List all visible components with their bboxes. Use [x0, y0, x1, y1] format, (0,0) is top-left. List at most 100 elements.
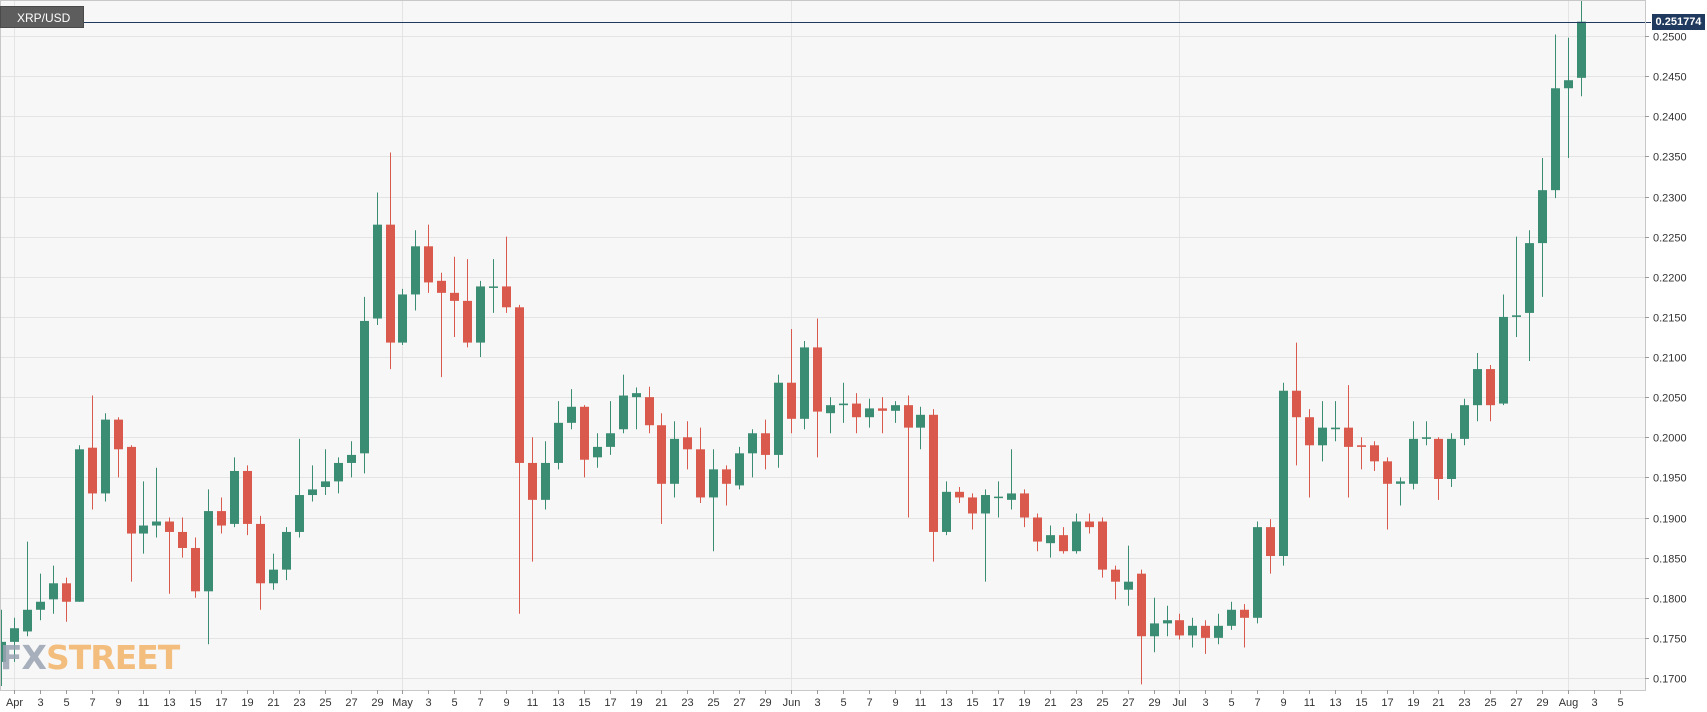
- candle: [748, 429, 757, 478]
- candle: [1240, 604, 1249, 648]
- candle: [1331, 401, 1340, 442]
- candle-body: [62, 583, 71, 602]
- y-axis: 0.1700 0.1750 0.1800 0.1850 0.1900 0.1950 0.20…: [1645, 32, 1687, 686]
- y-tick-label: 0.1700: [1653, 674, 1687, 686]
- x-tick-label: 15: [966, 697, 978, 709]
- candle-body: [839, 403, 848, 406]
- candle: [865, 398, 874, 428]
- plot-background: [0, 0, 1645, 690]
- candle: [1344, 385, 1353, 498]
- candle: [243, 465, 252, 536]
- candle-body: [0, 641, 6, 662]
- candle: [1188, 617, 1197, 648]
- candle: [191, 537, 200, 598]
- candle: [1357, 437, 1366, 470]
- candle: [878, 397, 887, 434]
- candle: [411, 230, 420, 311]
- candle-body: [139, 525, 148, 534]
- candle-body: [152, 521, 161, 526]
- x-tick-label: 15: [189, 697, 201, 709]
- candle-body: [645, 397, 654, 426]
- candle: [0, 609, 6, 686]
- candle-body: [929, 414, 938, 532]
- x-tick-label: 9: [892, 697, 898, 709]
- x-tick-label: 19: [630, 697, 642, 709]
- candle-body: [243, 470, 252, 524]
- candle-body: [1046, 535, 1055, 544]
- x-tick-label: 27: [733, 697, 745, 709]
- candle-body: [813, 347, 822, 412]
- y-tick-label: 0.1950: [1653, 473, 1687, 485]
- candle: [36, 573, 45, 621]
- candle: [1512, 236, 1521, 337]
- candle: [1266, 519, 1275, 574]
- candle: [593, 433, 602, 468]
- candle-body: [1370, 445, 1379, 462]
- candle: [1137, 569, 1146, 685]
- candle-body: [1577, 21, 1586, 78]
- candle-body: [178, 531, 187, 548]
- candle: [308, 465, 317, 502]
- y-tick-label: 0.2050: [1653, 393, 1687, 405]
- candle: [761, 419, 770, 470]
- candle: [619, 374, 628, 434]
- candle: [1525, 230, 1534, 362]
- candle-body: [735, 453, 744, 486]
- x-tick-label: 23: [1070, 697, 1082, 709]
- x-tick-label: May: [392, 697, 413, 709]
- candle-body: [489, 286, 498, 288]
- candle-body: [515, 307, 524, 463]
- x-tick-label: 23: [681, 697, 693, 709]
- candle-body: [632, 393, 641, 398]
- candle-body: [10, 628, 19, 642]
- candle-body: [981, 495, 990, 514]
- candle: [683, 421, 692, 470]
- candle: [398, 288, 407, 345]
- candle-body: [722, 469, 731, 484]
- y-tick-label: 0.2000: [1653, 433, 1687, 445]
- x-tick-label: 3: [37, 697, 43, 709]
- candle: [139, 481, 148, 554]
- watermark-street: STREET: [46, 637, 180, 677]
- candle-body: [1227, 609, 1236, 626]
- candle-body: [165, 521, 174, 532]
- x-tick-label: 3: [1591, 697, 1597, 709]
- candle-body: [424, 246, 433, 283]
- candle-body: [450, 292, 459, 301]
- x-tick-label: 29: [1536, 697, 1548, 709]
- candle-body: [916, 414, 925, 428]
- candle-body: [1396, 481, 1405, 484]
- candle: [269, 553, 278, 590]
- candle-body: [580, 406, 589, 460]
- y-tick-label: 0.2250: [1653, 233, 1687, 245]
- candles: [0, 0, 1586, 686]
- candle-body: [955, 491, 964, 498]
- candle: [891, 401, 900, 423]
- candle: [606, 401, 615, 455]
- x-tick-label: 13: [940, 697, 952, 709]
- y-tick-label: 0.2300: [1653, 193, 1687, 205]
- candle-body: [683, 437, 692, 450]
- x-tick-label: 29: [759, 697, 771, 709]
- y-tick-label: 0.2350: [1653, 152, 1687, 164]
- candle-body: [1124, 581, 1133, 590]
- candle: [981, 489, 990, 582]
- candle: [178, 517, 187, 558]
- x-tick-label: 21: [655, 697, 667, 709]
- candle: [1175, 613, 1184, 640]
- candle: [1020, 489, 1029, 528]
- x-tick-label: 11: [527, 697, 538, 709]
- candle: [826, 397, 835, 434]
- candle-body: [994, 496, 1003, 499]
- x-tick-label: 29: [371, 697, 383, 709]
- candle: [101, 413, 110, 502]
- candle-body: [878, 408, 887, 411]
- candle: [528, 437, 537, 562]
- candle-body: [1137, 573, 1146, 637]
- candle-body: [1007, 493, 1016, 500]
- candle: [1409, 421, 1418, 490]
- candle: [1046, 525, 1055, 558]
- candle-body: [657, 425, 666, 484]
- x-tick-label: 17: [1381, 697, 1393, 709]
- x-tick-label: 23: [1458, 697, 1470, 709]
